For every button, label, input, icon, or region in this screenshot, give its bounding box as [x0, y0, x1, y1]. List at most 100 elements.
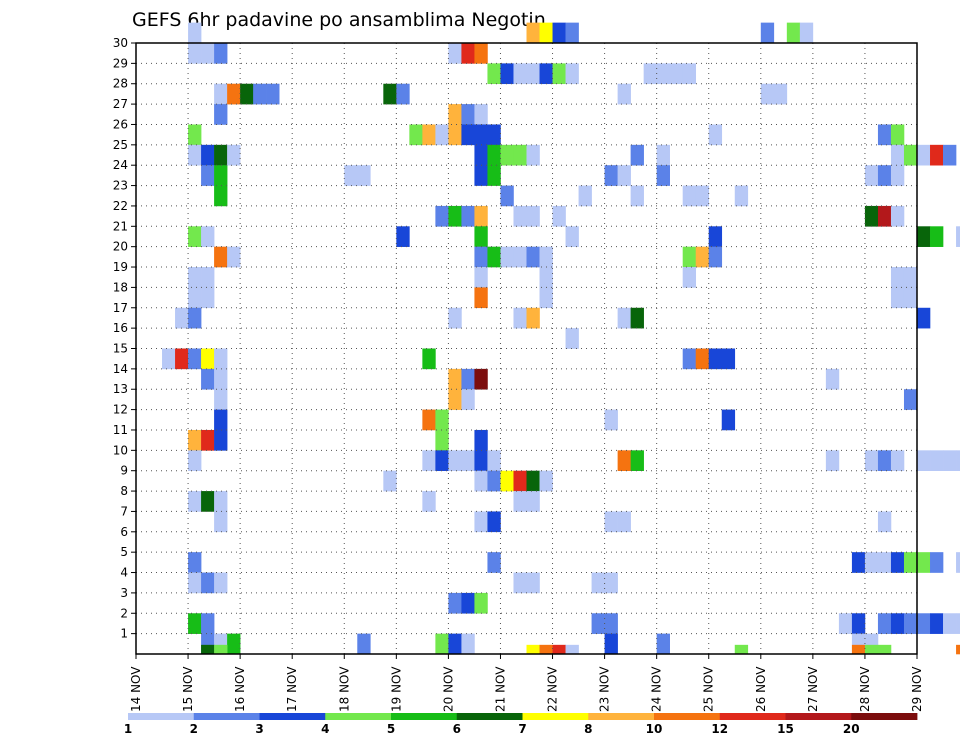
heatmap-cell [539, 22, 553, 44]
legend-swatch [719, 713, 786, 720]
heatmap-cell [266, 83, 280, 105]
heatmap-cell [513, 144, 527, 166]
heatmap-cell [917, 613, 931, 634]
heatmap-cell [201, 348, 215, 370]
heatmap-cell [448, 389, 462, 410]
heatmap-cell [864, 552, 879, 573]
legend-swatch [654, 713, 721, 720]
heatmap-cell [461, 368, 475, 390]
heatmap-cell [851, 613, 866, 634]
heatmap-cell [201, 429, 215, 451]
heatmap-cell [435, 205, 449, 227]
heatmap-cell [930, 144, 944, 166]
heatmap-cell [201, 43, 215, 64]
y-tick-label: 19 [113, 260, 128, 274]
heatmap-cell [877, 205, 892, 227]
heatmap-cell [188, 267, 202, 288]
heatmap-cell [565, 22, 579, 44]
y-tick-label: 26 [113, 117, 128, 131]
heatmap-cell [851, 644, 866, 655]
heatmap-cell [773, 83, 788, 105]
heatmap-cell [474, 104, 488, 125]
heatmap-cell [956, 613, 960, 634]
heatmap-cell [903, 287, 918, 309]
heatmap-cell [877, 511, 892, 533]
heatmap-cell [890, 267, 905, 288]
heatmap-cell [708, 124, 723, 146]
heatmap-cell [695, 348, 710, 370]
heatmap-cell [487, 165, 501, 186]
x-tick-label: 18 NOV [337, 666, 351, 712]
heatmap-cell [474, 470, 488, 492]
heatmap-cell [526, 144, 540, 166]
heatmap-cell [188, 613, 202, 634]
heatmap-cell [513, 470, 527, 492]
heatmap-cell [695, 185, 710, 207]
heatmap-cell [526, 246, 540, 268]
heatmap-cell [760, 22, 775, 44]
heatmap-cell [917, 226, 931, 247]
heatmap-cell [253, 83, 267, 105]
y-tick-label: 24 [113, 158, 128, 172]
heatmap-cell [487, 144, 501, 166]
heatmap-cell [474, 144, 488, 166]
heatmap-cell [943, 144, 957, 166]
heatmap-cell [877, 552, 892, 573]
heatmap-cell [539, 287, 553, 309]
heatmap-cell [175, 307, 189, 329]
legend-label: 12 [711, 722, 728, 736]
heatmap-cell [943, 613, 957, 634]
legend-swatch [785, 713, 852, 720]
heatmap-cell [188, 491, 202, 512]
legend-swatch [128, 713, 195, 720]
heatmap-cell [539, 63, 553, 85]
heatmap-cell [565, 226, 579, 247]
heatmap-cell [708, 226, 723, 247]
y-tick-label: 3 [120, 586, 128, 600]
heatmap-cell [474, 165, 488, 186]
heatmap-cell [708, 348, 723, 370]
heatmap-cell [825, 368, 840, 390]
heatmap-cell [604, 613, 618, 634]
heatmap-cell [903, 389, 918, 410]
heatmap-cell [487, 124, 501, 146]
heatmap-cell [930, 552, 944, 573]
heatmap-cell [422, 450, 436, 471]
heatmap-cell [188, 307, 202, 329]
legend-label: 10 [646, 722, 663, 736]
heatmap-cell [448, 43, 462, 64]
heatmap-cell [930, 450, 944, 471]
heatmap-cell [956, 226, 960, 247]
heatmap-cell [448, 450, 462, 471]
heatmap-cell [917, 450, 931, 471]
y-tick-label: 2 [120, 606, 128, 620]
heatmap-cell [877, 124, 892, 146]
heatmap-cell [461, 633, 475, 655]
heatmap-cell [552, 63, 566, 85]
heatmap-cell [604, 165, 618, 186]
legend-label: 2 [190, 722, 198, 736]
heatmap-cell [344, 165, 358, 186]
heatmap-cell [890, 144, 905, 166]
heatmap-cell [513, 205, 527, 227]
heatmap-cell [474, 226, 488, 247]
heatmap-cell [552, 205, 566, 227]
heatmap-cell [890, 165, 905, 186]
heatmap-cell [617, 307, 631, 329]
x-tick-label: 25 NOV [702, 666, 716, 712]
heatmap-cell [474, 592, 488, 614]
heatmap-cell [435, 429, 449, 451]
x-tick-label: 23 NOV [598, 666, 612, 712]
heatmap-cell [214, 43, 228, 64]
heatmap-cell [422, 491, 436, 512]
heatmap-cell [201, 368, 215, 390]
heatmap-cell [656, 63, 670, 85]
heatmap-cell [201, 572, 215, 594]
x-tick-label: 27 NOV [806, 666, 820, 712]
heatmap-cell [526, 644, 540, 655]
heatmap-cell [890, 613, 905, 634]
heatmap-cell [552, 22, 566, 44]
heatmap-cell [448, 104, 462, 125]
x-tick-label: 28 NOV [858, 666, 872, 712]
heatmap-cell [448, 368, 462, 390]
